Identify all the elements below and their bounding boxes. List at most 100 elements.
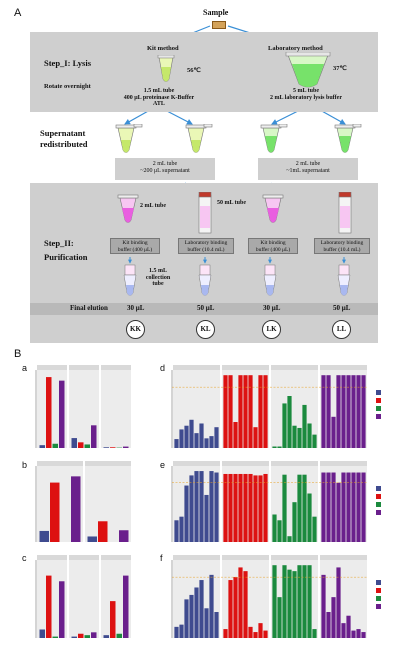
chart-a-bar <box>39 445 45 448</box>
chart-f-facet-strip <box>320 555 367 560</box>
chart-d-bar <box>292 425 297 448</box>
rotate-label: Rotate overnight <box>44 83 91 90</box>
kit-temp: 56℃ <box>187 67 201 74</box>
chart-d-bar <box>277 446 282 448</box>
chart-d-legend-swatch <box>376 398 381 403</box>
chart-d-bar <box>272 446 277 448</box>
chart-d-bar <box>174 439 179 448</box>
chart-d-bar <box>179 429 184 448</box>
chart-d-bar <box>228 375 233 448</box>
chart-f-bar <box>297 565 302 638</box>
lab-method-label: Laboratory method <box>268 45 323 52</box>
chart-f-bar <box>346 615 351 638</box>
chart-e-bar <box>277 520 282 542</box>
chart-e-bar <box>199 471 204 542</box>
chart-e-bar <box>243 473 248 542</box>
chart-f-bar <box>194 587 199 638</box>
binding-buffer-1: Kit binding buffer (400 μL) <box>110 238 160 254</box>
chart-f-bar <box>204 608 209 638</box>
chart-e-bar <box>223 473 228 542</box>
panel-a-letter: A <box>14 7 22 19</box>
chart-b-bar <box>50 482 60 542</box>
tube-50ml-label: 50 mL tube <box>217 200 247 206</box>
super-left-line2: ~200 μL supernatant <box>140 167 190 174</box>
chart-d-bar <box>312 434 317 448</box>
chart-d-facet-strip <box>222 365 269 370</box>
chart-e-bar <box>272 514 277 542</box>
lab-lysis-tube-icon <box>285 52 331 88</box>
chart-f-facet-strip <box>222 555 269 560</box>
chart-f-facet-strip <box>173 555 220 560</box>
chart-d-bar <box>287 396 292 448</box>
subpanel-a-letter: a <box>22 363 28 373</box>
chart-d-bar <box>282 403 287 448</box>
chart-f-bar <box>277 597 282 638</box>
chart-d-bar <box>341 375 346 448</box>
chart-e-bar <box>214 472 219 542</box>
chart-a-bar <box>78 442 84 448</box>
chart-d-legend-swatch <box>376 414 381 419</box>
kit-tube-desc-line2: 400 μL proteinase K-Buffer ATL <box>123 94 195 108</box>
chart-a-bar <box>84 444 90 448</box>
chart-d-bar <box>194 433 199 448</box>
step2-title-line1: Step_II: <box>44 238 74 248</box>
chart-f-bar <box>189 594 194 638</box>
chart-b-facet-panel <box>85 466 131 542</box>
panel-b-letter: B <box>14 348 22 360</box>
chart-d-bar <box>321 375 326 448</box>
chart-a-bar <box>52 443 58 448</box>
chart-e-bar <box>351 472 356 542</box>
chart-f-bar <box>307 565 312 638</box>
subpanel-b-letter: b <box>22 460 28 470</box>
method-kl-badge: KL <box>196 320 215 339</box>
chart-c-bar <box>59 581 65 638</box>
chart-f-bar <box>361 632 366 638</box>
chart-e-bar <box>248 473 253 542</box>
chart-f-bar <box>336 567 341 638</box>
chart-d-bar <box>356 375 361 448</box>
chart-e-facet-strip <box>271 461 318 466</box>
method-ll-badge: LL <box>332 320 351 339</box>
chart-f-bar <box>326 612 331 638</box>
chart-f-bar <box>209 574 214 638</box>
method-lk-badge: LK <box>262 320 281 339</box>
chart-e-bar <box>253 475 258 542</box>
chart-f-legend-swatch <box>376 580 381 585</box>
chart-a-bar <box>123 446 129 448</box>
chart-e-bar <box>341 472 346 542</box>
chart-e-legend-swatch <box>376 510 381 515</box>
chart-e-bar <box>263 473 268 542</box>
chart-d-bar <box>189 419 194 448</box>
chart-e-bar <box>302 474 307 542</box>
chart-c-bar <box>103 635 109 638</box>
chart-d-bar <box>243 375 248 448</box>
chart-f-facet-strip <box>271 555 318 560</box>
chart-b-bar <box>119 530 129 542</box>
binding-buffer-1-line2: buffer (400 μL) <box>117 246 153 253</box>
chart-b-facet-strip <box>37 461 83 466</box>
chart-e-legend-swatch <box>376 502 381 507</box>
lab-tube-desc-line1: 5 mL tube <box>292 88 319 94</box>
super-right-line2: ~1mL supernatant <box>286 167 330 174</box>
chart-f-bar <box>179 624 184 638</box>
chart-e-facet-strip <box>173 461 220 466</box>
chart-d-bar <box>302 404 307 448</box>
chart-f-bar <box>287 569 292 638</box>
kit-lysis-tube-icon <box>157 55 175 82</box>
chart-f-bar <box>174 626 179 638</box>
chart-a-bar <box>59 380 65 448</box>
chart-d-bar <box>238 375 243 448</box>
chart-a-facet-strip <box>37 365 67 370</box>
subpanel-d-letter: d <box>160 363 166 373</box>
chart-e-bar <box>209 471 214 542</box>
chart-c-bar <box>116 633 122 638</box>
chart-a-facet-strip <box>101 365 131 370</box>
chart-f-bar <box>243 571 248 638</box>
chart-e-bar <box>312 516 317 542</box>
chart-c-bar <box>46 575 52 638</box>
chart-e-bar <box>297 474 302 542</box>
subpanel-f-letter: f <box>160 553 163 563</box>
chart-d-bar <box>361 375 366 448</box>
step1-title: Step_I: Lysis <box>44 58 91 68</box>
